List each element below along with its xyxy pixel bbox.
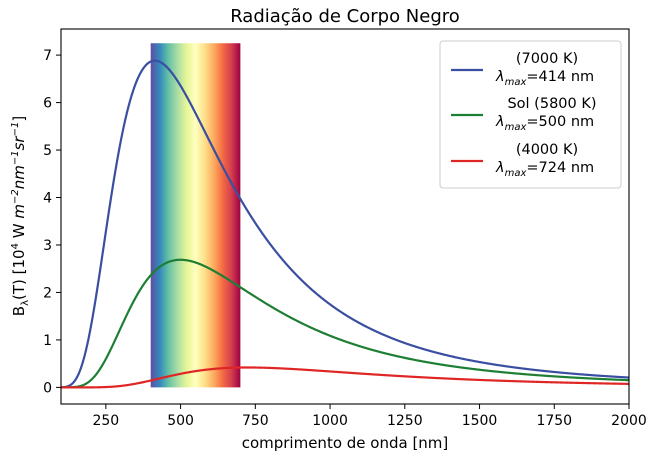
x-tick-label: 1500: [462, 413, 498, 429]
legend-label-7000k-line2: λmax=414 nm: [495, 69, 594, 88]
y-tick-label: 7: [43, 48, 52, 64]
y-tick-label: 3: [43, 238, 52, 254]
legend-label-4000k-line1: (4000 K): [516, 142, 578, 158]
series-line-4000k: [61, 366, 629, 389]
legend-label-4000k-line2: λmax=724 nm: [495, 160, 594, 179]
series-line-7000k: [61, 59, 629, 389]
y-axis-ticks: 0 1 2 3 4 5 6 7: [43, 48, 61, 396]
x-tick-label: 2000: [611, 413, 647, 429]
x-axis-label: comprimento de onda [nm]: [242, 434, 449, 452]
y-tick-label: 0: [43, 380, 52, 396]
legend-label-7000k-line1: (7000 K): [516, 51, 578, 67]
series-lines: [61, 59, 629, 389]
chart-title: Radiação de Corpo Negro: [230, 6, 460, 27]
x-tick-label: 1000: [312, 413, 348, 429]
y-axis-label: Bλ(T) [104 W m−2nm−1sr−1]: [10, 116, 31, 316]
plot-area-frame: [60, 28, 630, 405]
x-axis-ticks: 250 500 750 1000 1250 1500 1750 2000: [92, 404, 647, 429]
y-tick-label: 5: [43, 143, 52, 159]
y-tick-label: 1: [43, 333, 52, 349]
visible-spectrum-band: [150, 43, 241, 388]
legend: (7000 K) λmax=414 nm Sol (5800 K) λmax=5…: [439, 40, 622, 189]
x-tick-label: 500: [167, 413, 194, 429]
legend-label-5800k-line1: Sol (5800 K): [507, 96, 596, 112]
x-tick-label: 750: [242, 413, 269, 429]
x-tick-label: 1250: [387, 413, 423, 429]
x-tick-label: 250: [92, 413, 119, 429]
y-tick-label: 2: [43, 285, 52, 301]
x-tick-label: 1750: [536, 413, 572, 429]
y-tick-label: 4: [43, 191, 52, 207]
series-line-5800k: [61, 258, 629, 389]
legend-label-5800k-line2: λmax=500 nm: [495, 114, 594, 133]
legend-box: [439, 40, 622, 189]
y-tick-label: 6: [43, 96, 52, 112]
